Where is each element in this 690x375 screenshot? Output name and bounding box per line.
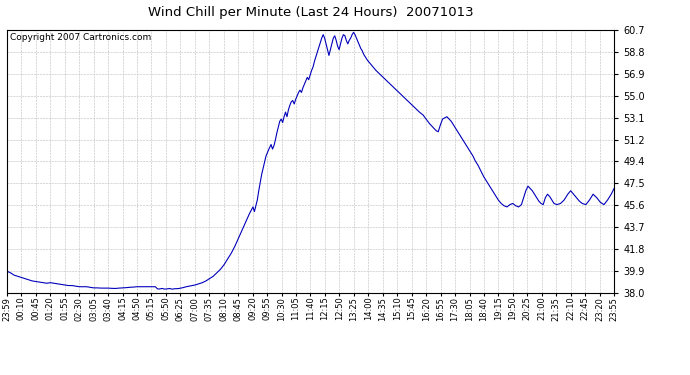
Text: Copyright 2007 Cartronics.com: Copyright 2007 Cartronics.com xyxy=(10,33,151,42)
Text: Wind Chill per Minute (Last 24 Hours)  20071013: Wind Chill per Minute (Last 24 Hours) 20… xyxy=(148,6,473,19)
